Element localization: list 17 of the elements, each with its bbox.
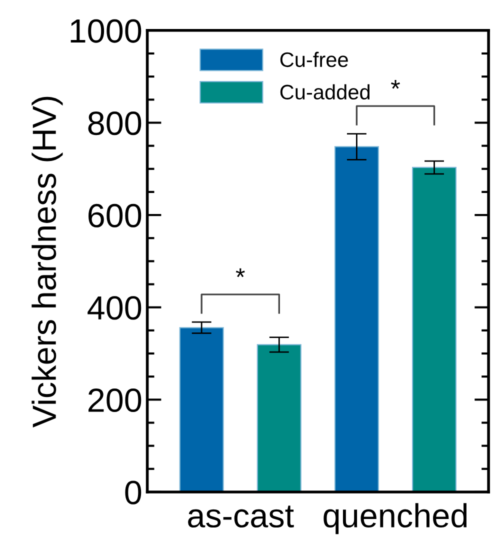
annotation: * bbox=[391, 80, 400, 89]
y-tick-label: 600 bbox=[88, 204, 142, 228]
legend-label: Cu-free bbox=[280, 52, 348, 68]
y-tick-label: 400 bbox=[88, 296, 142, 320]
x-tick-label: as-cast bbox=[188, 506, 294, 528]
y-tick-label: 200 bbox=[88, 388, 142, 412]
annotation: * bbox=[236, 268, 245, 278]
y-tick-label: 1000 bbox=[70, 19, 142, 43]
y-axis-title: Vickers hardness (HV) bbox=[32, 96, 63, 428]
y-tick-label: 0 bbox=[125, 480, 142, 504]
y-tick-label: 800 bbox=[88, 112, 142, 136]
legend-label: Cu-added bbox=[280, 84, 370, 100]
bar bbox=[334, 146, 379, 492]
bar bbox=[256, 344, 302, 492]
x-tick-label: quenched bbox=[324, 503, 467, 534]
bar bbox=[412, 166, 457, 492]
bar bbox=[179, 327, 224, 492]
